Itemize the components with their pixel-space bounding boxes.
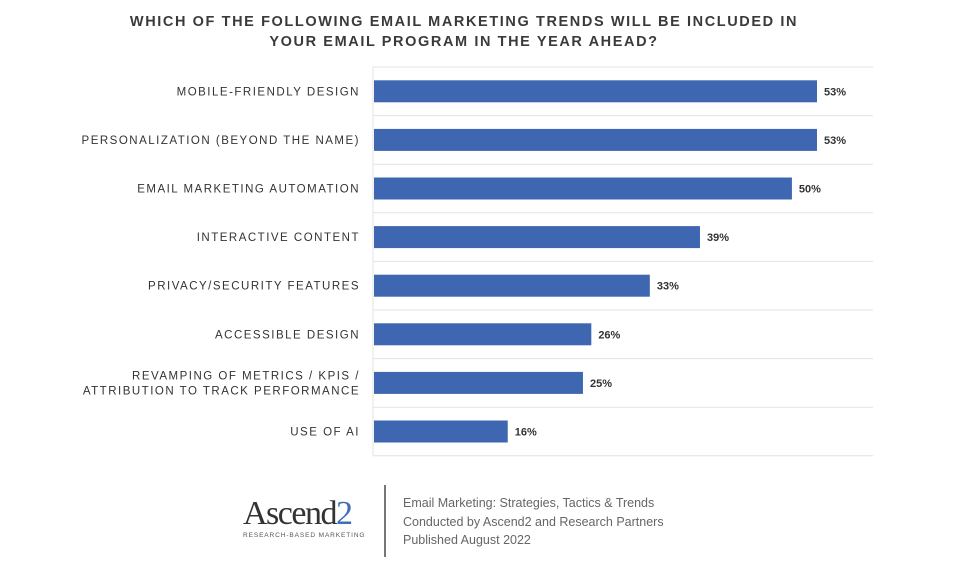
bar	[374, 177, 792, 200]
category-label: INTERACTIVE CONTENT	[197, 232, 360, 244]
bar	[374, 80, 817, 103]
value-label: 50%	[799, 184, 821, 196]
category-label: MOBILE-FRIENDLY DESIGN	[177, 86, 360, 98]
ascend2-logo: Ascend2 RESEARCH-BASED MARKETING	[243, 495, 369, 540]
category-label: ATTRIBUTION TO TRACK PERFORMANCE	[83, 385, 360, 397]
category-label: PRIVACY/SECURITY FEATURES	[148, 281, 360, 293]
source-line: Conducted by Ascend2 and Research Partne…	[403, 514, 664, 529]
source-info: Email Marketing: Strategies, Tactics & T…	[403, 494, 664, 550]
value-label: 53%	[824, 86, 846, 98]
bar	[374, 420, 508, 443]
logo-digit: 2	[335, 495, 353, 532]
value-label: 53%	[824, 135, 846, 147]
source-line: Published August 2022	[403, 533, 531, 547]
category-label: REVAMPING OF METRICS / KPIS /	[132, 370, 360, 382]
chart-title-line: WHICH OF THE FOLLOWING EMAIL MARKETING T…	[129, 14, 799, 30]
value-label: 39%	[707, 232, 729, 244]
value-label: 25%	[590, 378, 612, 390]
source-line: Email Marketing: Strategies, Tactics & T…	[403, 496, 655, 510]
category-label: ACCESSIBLE DESIGN	[215, 329, 360, 341]
bar	[374, 226, 700, 249]
category-label: PERSONALIZATION (BEYOND THE NAME)	[82, 135, 360, 147]
chart-title: WHICH OF THE FOLLOWING EMAIL MARKETING T…	[0, 12, 928, 52]
category-label: USE OF AI	[290, 427, 360, 439]
footer-divider	[384, 485, 386, 557]
value-label: 16%	[515, 427, 537, 439]
bar-chart: 53% MOBILE-FRIENDLY DESIGN 53% PERSONALIZAT…	[82, 66, 873, 457]
logo-wordmark: Ascend	[243, 495, 337, 532]
bar	[374, 128, 817, 151]
category-label: EMAIL MARKETING AUTOMATION	[137, 184, 360, 196]
chart-title-line: YOUR EMAIL PROGRAM IN THE YEAR AHEAD?	[269, 34, 659, 50]
logo-tagline: RESEARCH-BASED MARKETING	[243, 532, 366, 539]
bar	[374, 274, 650, 297]
value-label: 33%	[657, 281, 679, 293]
value-label: 26%	[598, 329, 620, 341]
bar	[374, 323, 592, 346]
bar	[374, 371, 583, 394]
